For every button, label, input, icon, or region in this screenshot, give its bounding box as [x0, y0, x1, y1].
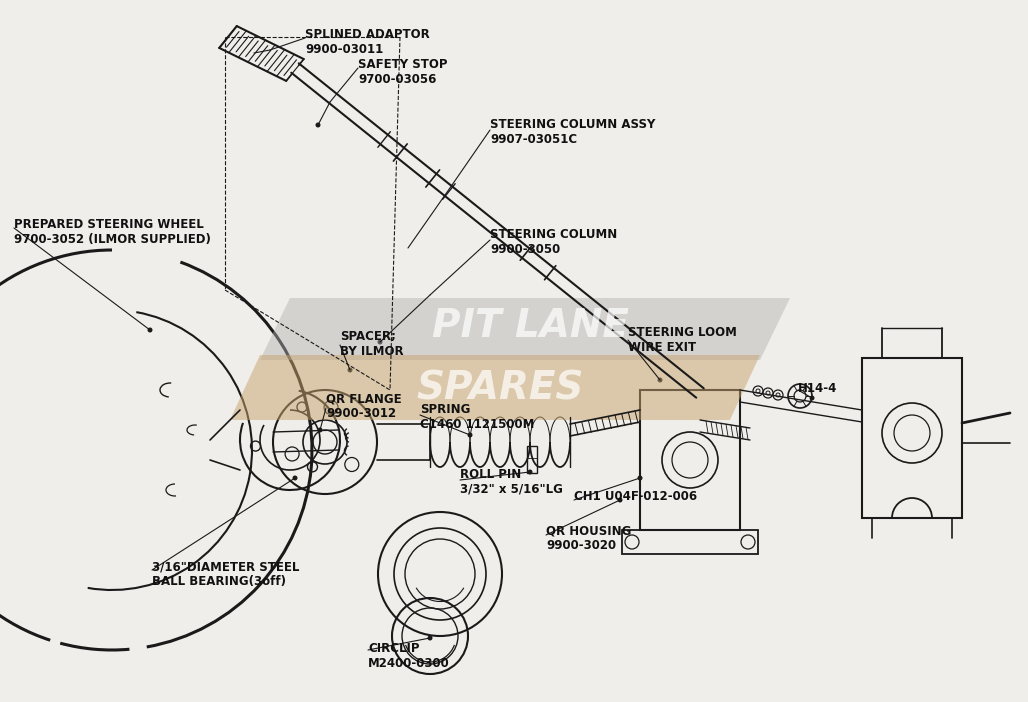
- Circle shape: [527, 470, 533, 475]
- Text: CH1 U04F-012-006: CH1 U04F-012-006: [574, 490, 697, 503]
- Circle shape: [347, 368, 353, 373]
- Text: STEERING LOOM
WIRE EXIT: STEERING LOOM WIRE EXIT: [628, 326, 737, 354]
- Circle shape: [147, 328, 152, 333]
- Circle shape: [428, 635, 433, 640]
- Text: PIT LANE: PIT LANE: [432, 307, 628, 345]
- Circle shape: [377, 340, 382, 345]
- Text: H14-4: H14-4: [798, 382, 838, 395]
- Circle shape: [637, 475, 642, 480]
- Text: QR FLANGE
9900-3012: QR FLANGE 9900-3012: [326, 392, 402, 420]
- Circle shape: [618, 498, 623, 503]
- Circle shape: [658, 378, 662, 383]
- Text: SPACER;
BY ILMOR: SPACER; BY ILMOR: [340, 330, 404, 358]
- Text: SPARES: SPARES: [416, 369, 584, 407]
- Text: QR HOUSING
9900-3020: QR HOUSING 9900-3020: [546, 524, 631, 552]
- Polygon shape: [260, 298, 790, 360]
- Text: STEERING COLUMN
9900-3050: STEERING COLUMN 9900-3050: [490, 228, 617, 256]
- Text: STEERING COLUMN ASSY
9907-03051C: STEERING COLUMN ASSY 9907-03051C: [490, 118, 656, 146]
- Text: 3/16"DIAMETER STEEL
BALL BEARING(3off): 3/16"DIAMETER STEEL BALL BEARING(3off): [152, 560, 299, 588]
- Circle shape: [318, 428, 323, 432]
- Text: SAFETY STOP
9700-03056: SAFETY STOP 9700-03056: [358, 58, 447, 86]
- Circle shape: [468, 432, 473, 437]
- Circle shape: [809, 395, 814, 401]
- Circle shape: [293, 475, 297, 480]
- Polygon shape: [230, 355, 760, 420]
- Text: PREPARED STEERING WHEEL
9700-3052 (ILMOR SUPPLIED): PREPARED STEERING WHEEL 9700-3052 (ILMOR…: [14, 218, 211, 246]
- Text: CIRCLIP
M2400-0300: CIRCLIP M2400-0300: [368, 642, 450, 670]
- Text: SPLINED ADAPTOR
9900-03011: SPLINED ADAPTOR 9900-03011: [305, 28, 430, 56]
- Text: ROLL PIN
3/32" x 5/16"LG: ROLL PIN 3/32" x 5/16"LG: [460, 468, 563, 496]
- Text: SPRING
C1460 1121500M: SPRING C1460 1121500M: [420, 403, 535, 431]
- Circle shape: [316, 123, 321, 128]
